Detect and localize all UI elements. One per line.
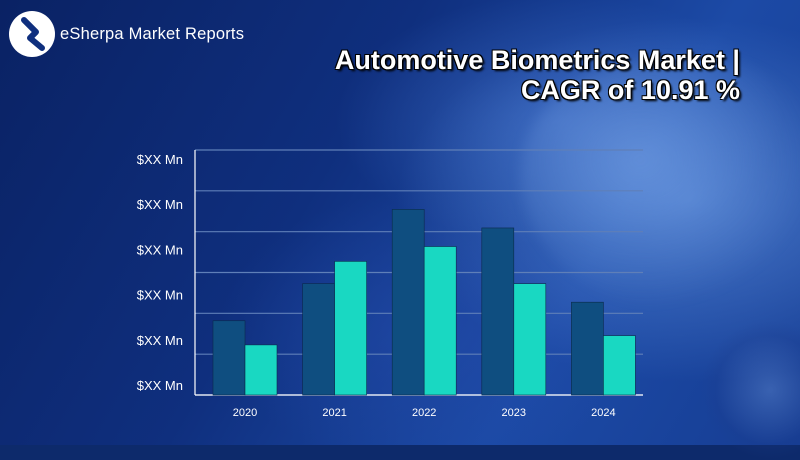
- x-tick-label: 2024: [591, 407, 615, 419]
- x-tick-label: 2023: [502, 407, 526, 419]
- y-tick-label: $XX Mn: [137, 242, 183, 257]
- y-tick-label: $XX Mn: [137, 378, 183, 393]
- bar-2023-series-1: [481, 227, 515, 396]
- brand-name: eSherpa Market Reports: [60, 24, 245, 43]
- bar-2023-series-2: [513, 283, 547, 396]
- bar-2021-series-1: [302, 283, 335, 396]
- bar-2024-series-2: [603, 335, 636, 396]
- y-tick-label: $XX Mn: [137, 152, 183, 167]
- bar-2024-series-1: [571, 301, 604, 396]
- bar-2021-series-2: [334, 261, 367, 396]
- x-tick-label: 2020: [233, 407, 257, 419]
- car-headlight-image: [520, 60, 800, 310]
- esherpa-logo-icon: [9, 11, 55, 57]
- bar-2020-series-2: [244, 344, 278, 396]
- chart-title: Automotive Biometrics Market | CAGR of 1…: [334, 45, 740, 105]
- y-tick-label: $XX Mn: [137, 288, 183, 303]
- brand-logo: eSherpa Market Reports: [8, 10, 244, 58]
- x-tick-label: 2022: [412, 407, 436, 419]
- y-tick-label: $XX Mn: [137, 333, 183, 348]
- y-tick-label: $XX Mn: [137, 197, 183, 212]
- x-tick-label: 2021: [322, 407, 346, 419]
- bar-chart: $XX Mn $XX Mn $XX Mn $XX Mn $XX Mn $XX Mn 2020…: [137, 149, 643, 419]
- bar-2020-series-1: [212, 320, 246, 396]
- bar-2022-series-1: [391, 209, 425, 396]
- bar-2022-series-2: [423, 246, 457, 396]
